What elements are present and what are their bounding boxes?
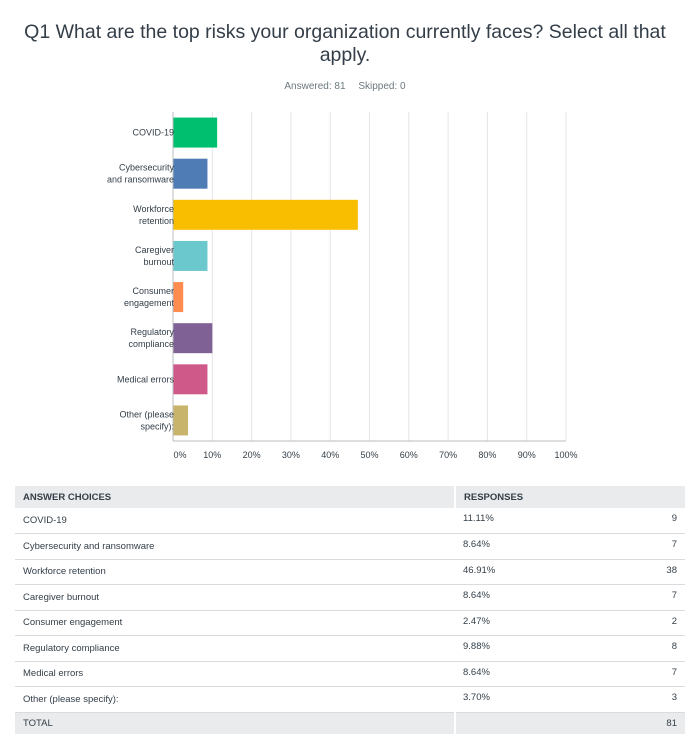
category-label: Medical errors [117,374,175,384]
x-tick-label: 0% [173,450,186,460]
chart-grid [172,112,567,442]
answer-choice-cell: Workforce retention [15,559,455,585]
response-percent-cell: 2.47% [455,610,575,636]
answer-choice-cell: Medical errors [15,661,455,687]
x-tick-label: 40% [321,450,339,460]
x-tick-label: 60% [400,450,418,460]
table-row: Workforce retention 46.91% 38 [15,559,685,585]
answer-choice-cell: Other (please specify): [15,686,455,713]
answer-choices-header: ANSWER CHOICES [15,486,455,508]
table-row: COVID-19 11.11% 9 [15,508,685,534]
response-percent-cell: 3.70% [455,686,575,713]
category-label: Consumer [132,286,174,296]
total-label: TOTAL [15,712,455,734]
results-header-row: ANSWER CHOICES RESPONSES [15,486,685,508]
response-percent-cell: 8.64% [455,584,575,611]
response-percent-cell: 8.64% [455,533,575,560]
total-spacer [454,712,575,734]
bar-chart: COVID-19 Cybersecurity and ransomware Workf… [107,112,578,460]
bar [173,364,208,395]
results-body: COVID-19 11.11% 9 Cybersecurity and ransomw… [15,508,685,734]
results-table: ANSWER CHOICES RESPONSES COVID-19 11.11% 9… [15,486,685,734]
response-count-cell: 8 [575,635,685,662]
bar [173,158,208,189]
category-label: Regulatory [130,327,174,337]
category-label: retention [139,216,174,226]
question-title: Q1 What are the top risks your organizat… [24,21,666,66]
category-label: COVID-19 [132,128,174,138]
x-tick-label: 70% [439,450,457,460]
bar [173,282,184,313]
category-label: burnout [143,257,174,267]
category-label: Workforce [133,204,174,214]
category-label: compliance [128,339,174,349]
responses-header: RESPONSES [454,486,685,508]
response-percent-cell: 8.64% [455,661,575,687]
response-count-cell: 9 [575,508,685,534]
response-percent-cell: 46.91% [455,559,575,585]
table-row: Cybersecurity and ransomware 8.64% 7 [15,533,685,560]
answer-choice-cell: Consumer engagement [15,610,455,636]
table-row: Regulatory compliance 9.88% 8 [15,635,685,662]
answer-choice-cell: Cybersecurity and ransomware [15,533,455,560]
chart-tick-labels: 0% 10% 20% 30% 40% 50% 60% 70% 80% 90% 100% [173,450,577,460]
response-count-cell: 38 [575,559,685,585]
response-percent-cell: 11.11% [455,508,575,534]
response-count-cell: 3 [575,686,685,713]
x-tick-label: 10% [203,450,221,460]
table-row: Caregiver burnout 8.64% 7 [15,584,685,611]
x-tick-label: 30% [282,450,300,460]
category-label: engagement [124,298,175,308]
response-count-cell: 7 [575,533,685,560]
skipped-count: Skipped: 0 [358,81,406,92]
response-count-cell: 2 [575,610,685,636]
x-tick-label: 80% [478,450,496,460]
total-row: TOTAL 81 [15,712,685,734]
bar [173,199,358,230]
category-label: and ransomware [107,175,174,185]
total-count: 81 [575,712,685,734]
chart-bars [173,117,358,436]
chart-category-labels: COVID-19 Cybersecurity and ransomware Workf… [107,128,175,432]
category-label: Other (please [119,409,174,419]
x-tick-label: 100% [554,450,577,460]
bar [173,323,213,354]
x-tick-label: 20% [243,450,261,460]
category-label: Cybersecurity [119,163,175,173]
response-percent-cell: 9.88% [455,635,575,662]
answer-choice-cell: Caregiver burnout [15,584,455,611]
answered-count: Answered: 81 [284,81,346,92]
table-row: Medical errors 8.64% 7 [15,661,685,687]
answer-choice-cell: COVID-19 [15,508,455,534]
table-row: Consumer engagement 2.47% 2 [15,610,685,636]
category-label: Caregiver [135,245,174,255]
x-tick-label: 50% [360,450,378,460]
response-count-cell: 7 [575,661,685,687]
bar [173,240,208,271]
bar [173,405,189,436]
answer-choice-cell: Regulatory compliance [15,635,455,662]
response-count-cell: 7 [575,584,685,611]
category-label: specify): [140,421,174,431]
table-row: Other (please specify): 3.70% 3 [15,686,685,713]
bar [173,117,218,148]
response-stats: Answered: 81 Skipped: 0 [0,81,690,92]
x-tick-label: 90% [518,450,536,460]
